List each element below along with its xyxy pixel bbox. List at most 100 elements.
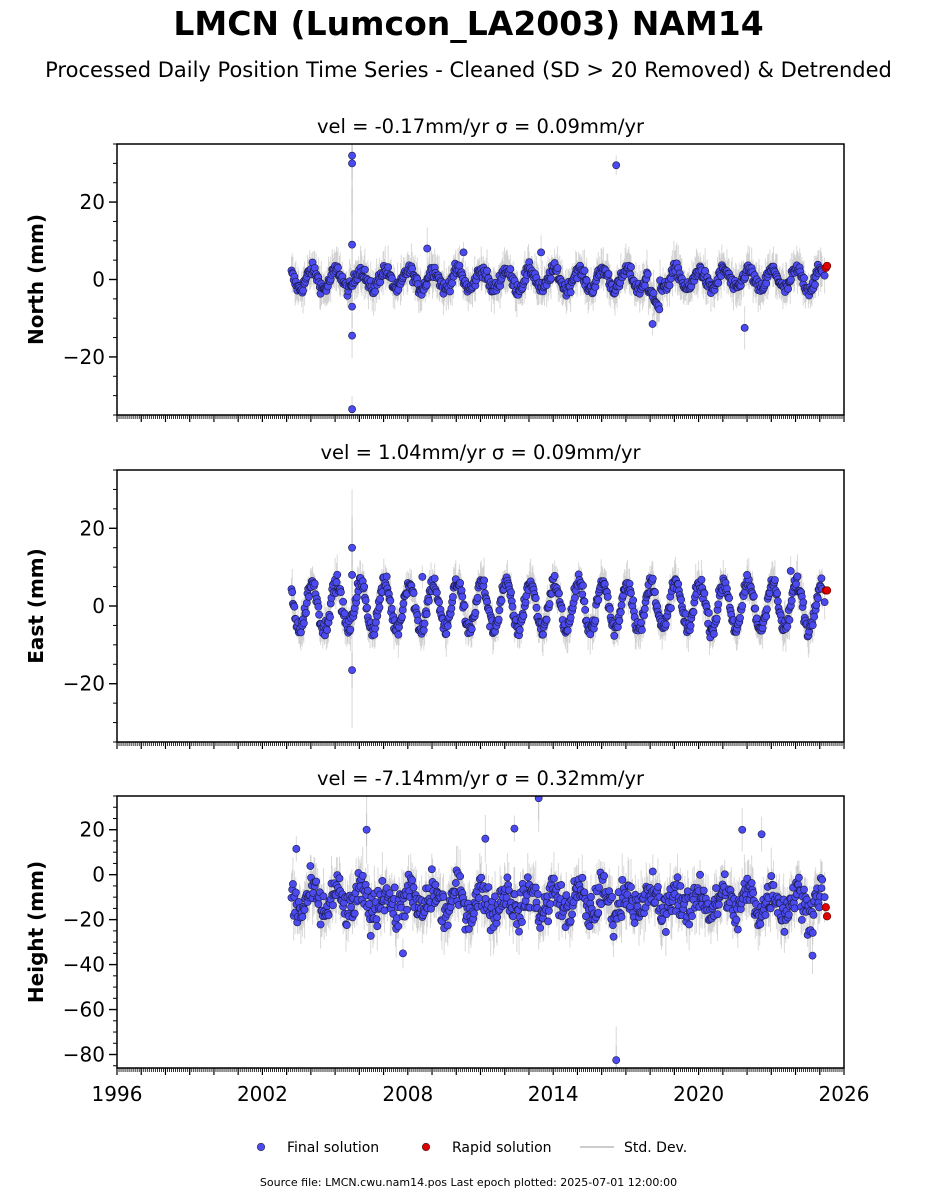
final-solution-point [363, 603, 371, 612]
final-solution-point [348, 302, 356, 311]
final-solution-series [287, 796, 829, 1065]
final-solution-point [603, 592, 612, 601]
final-solution-point [456, 579, 465, 587]
final-solution-point [460, 601, 469, 610]
final-solution-point [332, 578, 341, 587]
final-solution-point [712, 614, 721, 623]
final-solution-point [661, 620, 670, 629]
final-solution-point [582, 276, 591, 285]
final-solution-point [546, 900, 555, 908]
final-solution-point [763, 605, 771, 614]
panel-title: vel = -7.14mm/yr σ = 0.32mm/yr [317, 767, 645, 790]
final-solution-point [408, 876, 417, 885]
final-solution-point [812, 601, 821, 609]
final-solution-point [714, 600, 723, 609]
final-solution-point [455, 261, 464, 270]
y-axis-label: Height (mm) [24, 861, 48, 1003]
final-solution-point [689, 608, 698, 616]
final-solution-point [365, 900, 374, 908]
final-solution-point [518, 918, 526, 926]
final-solution-point [334, 263, 342, 272]
final-solution-point [637, 618, 646, 627]
final-solution-point [547, 274, 555, 283]
final-solution-point [363, 886, 372, 895]
final-solution-point [799, 598, 808, 607]
final-solution-point [783, 622, 792, 631]
final-solution-point [536, 923, 545, 932]
final-solution-point [587, 892, 595, 901]
final-solution-point [291, 888, 300, 897]
final-solution-point [350, 909, 359, 918]
final-solution-point [398, 613, 406, 621]
final-solution-point [348, 331, 356, 340]
final-solution-point [451, 879, 460, 887]
final-solution-point [600, 872, 608, 880]
final-solution-point [371, 287, 379, 296]
final-solution-point [360, 582, 369, 591]
rapid-solution-series [821, 261, 832, 272]
final-solution-point [340, 609, 349, 618]
final-solution-point [432, 588, 441, 597]
final-solution-point [544, 917, 553, 926]
final-solution-point [655, 305, 664, 314]
final-solution-point [566, 288, 575, 297]
final-solution-point [594, 909, 603, 917]
final-solution-point [614, 623, 622, 632]
final-solution-point [458, 592, 467, 601]
final-solution-point [399, 599, 408, 608]
final-solution-point [312, 877, 321, 886]
final-solution-point [346, 625, 355, 634]
final-solution-point [562, 891, 571, 900]
final-solution-point [507, 588, 515, 597]
final-solution-point [314, 900, 323, 908]
final-solution-point [408, 264, 417, 273]
final-solution-point [585, 922, 594, 931]
final-solution-point [820, 598, 829, 607]
std-dev-bars [290, 796, 826, 1068]
y-axis-label: North (mm) [24, 214, 48, 345]
final-solution-point [430, 574, 439, 583]
panel-title: vel = -0.17mm/yr σ = 0.09mm/yr [317, 115, 645, 138]
final-solution-point [394, 922, 403, 931]
final-solution-point [532, 603, 541, 612]
final-solution-point [427, 865, 436, 874]
final-solution-point [557, 880, 566, 889]
final-solution-point [566, 917, 575, 926]
final-solution-point [431, 880, 440, 889]
final-solution-point [348, 159, 356, 168]
final-solution-point [578, 590, 587, 599]
final-solution-point [550, 571, 559, 580]
panel-north: vel = -0.17mm/yr σ = 0.09mm/yr North (mm)… [24, 115, 845, 422]
rapid-solution-point [822, 586, 832, 595]
final-solution-point [580, 597, 589, 606]
final-solution-point [493, 913, 502, 921]
final-solution-point [387, 274, 396, 283]
final-solution-point [674, 580, 683, 588]
final-solution-point [627, 263, 635, 271]
final-solution-point [448, 593, 457, 601]
final-solution-point [640, 611, 648, 620]
final-solution-point [648, 574, 657, 583]
final-solution-point [306, 862, 315, 870]
final-solution-point [361, 265, 369, 274]
final-solution-point [348, 543, 356, 552]
final-solution-point [319, 892, 328, 901]
final-solution-point [418, 572, 427, 581]
final-solution-point [704, 608, 713, 617]
final-solution-point [677, 595, 686, 604]
final-solution-point [610, 631, 619, 640]
final-solution-point [323, 626, 332, 634]
final-solution-point [378, 877, 387, 885]
final-solution-point [353, 593, 361, 602]
final-solution-point [435, 598, 443, 607]
final-solution-point [550, 874, 558, 883]
final-solution-point [649, 289, 658, 297]
rapid-solution-point [822, 261, 832, 271]
final-solution-point [643, 270, 652, 279]
final-solution-point [553, 264, 562, 272]
final-solution-point [443, 921, 452, 930]
final-solution-point [793, 572, 802, 581]
final-solution-point [506, 265, 515, 273]
final-solution-point [384, 263, 393, 272]
final-solution-point [568, 910, 577, 919]
